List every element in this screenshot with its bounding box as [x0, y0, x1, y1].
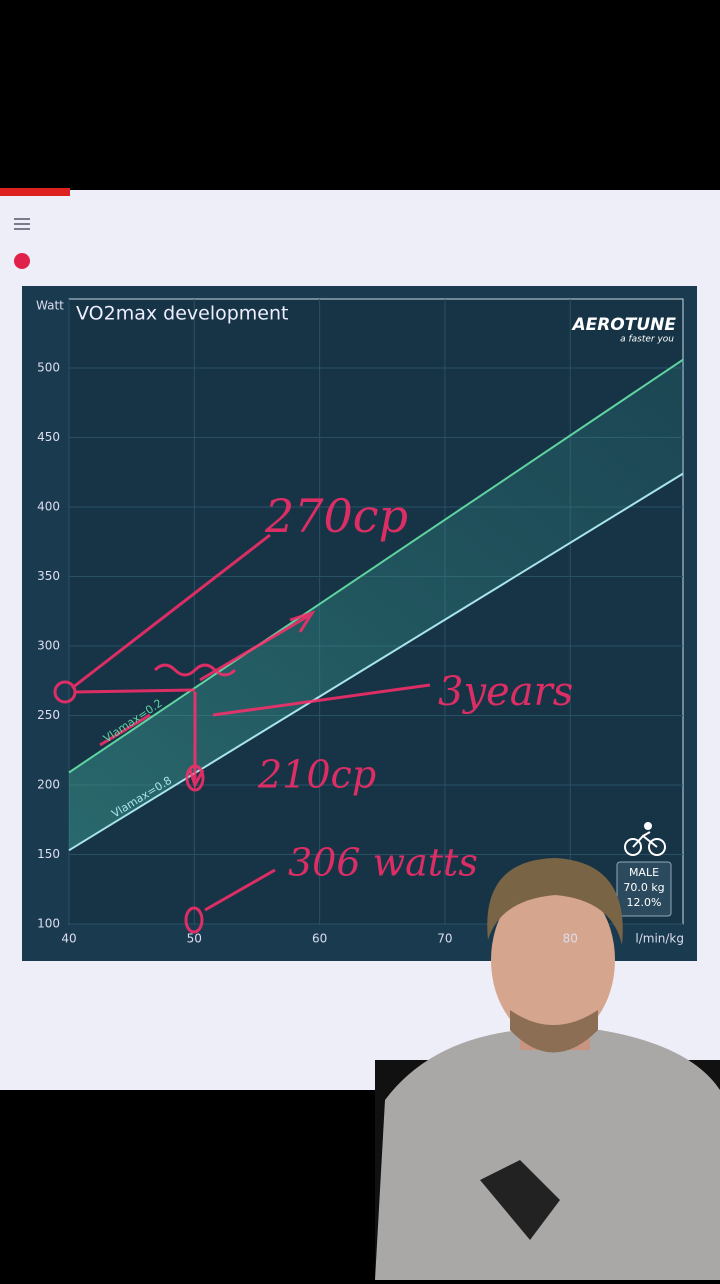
- y-tick-label: 250: [37, 708, 60, 722]
- x-tick-label: 60: [312, 932, 327, 946]
- logo: AEROTUNE: [570, 315, 676, 335]
- progress: [0, 188, 70, 196]
- y-tick-label: 150: [37, 847, 60, 861]
- marks: [68, 358, 684, 852]
- y-tick-label: 450: [37, 430, 60, 444]
- y-tick-label: 300: [37, 639, 60, 653]
- chart-title: VO2max development: [76, 303, 288, 325]
- series-line: [68, 472, 684, 852]
- handwriting: [53, 533, 431, 934]
- annotation: 210cp: [257, 753, 376, 797]
- y-tick-label: 400: [37, 500, 60, 514]
- annotation: 3years: [438, 669, 573, 715]
- annotation: 306 watts: [288, 841, 478, 885]
- x-tick-label: 80: [563, 932, 578, 946]
- y-tick-label: 350: [37, 569, 60, 583]
- x-tick-label: 70: [437, 932, 452, 946]
- y-axis-label: Watt: [36, 299, 64, 313]
- bike-icon: [624, 822, 666, 856]
- x-tick-label: 50: [187, 932, 202, 946]
- profile-sex: MALE: [629, 866, 659, 879]
- record-dot[interactable]: [14, 253, 30, 269]
- x-tick-label: 40: [61, 932, 76, 946]
- band-fill: [69, 359, 683, 851]
- profile-box: [616, 861, 672, 917]
- annotation: 270cp: [264, 489, 408, 543]
- top-bar: [0, 0, 720, 190]
- series-line: [68, 358, 684, 774]
- logo-tagline: a faster you: [620, 335, 674, 345]
- profile-weight: 70.0 kg: [623, 881, 664, 894]
- y-tick-label: 500: [37, 361, 60, 375]
- profile-fat: 12.0%: [627, 896, 662, 909]
- y-tick-label: 100: [37, 917, 60, 931]
- y-tick-label: 200: [37, 778, 60, 792]
- presenter-video: [375, 858, 720, 1280]
- x-axis-label: l/min/kg: [635, 932, 684, 946]
- filter-icon[interactable]: [14, 218, 30, 230]
